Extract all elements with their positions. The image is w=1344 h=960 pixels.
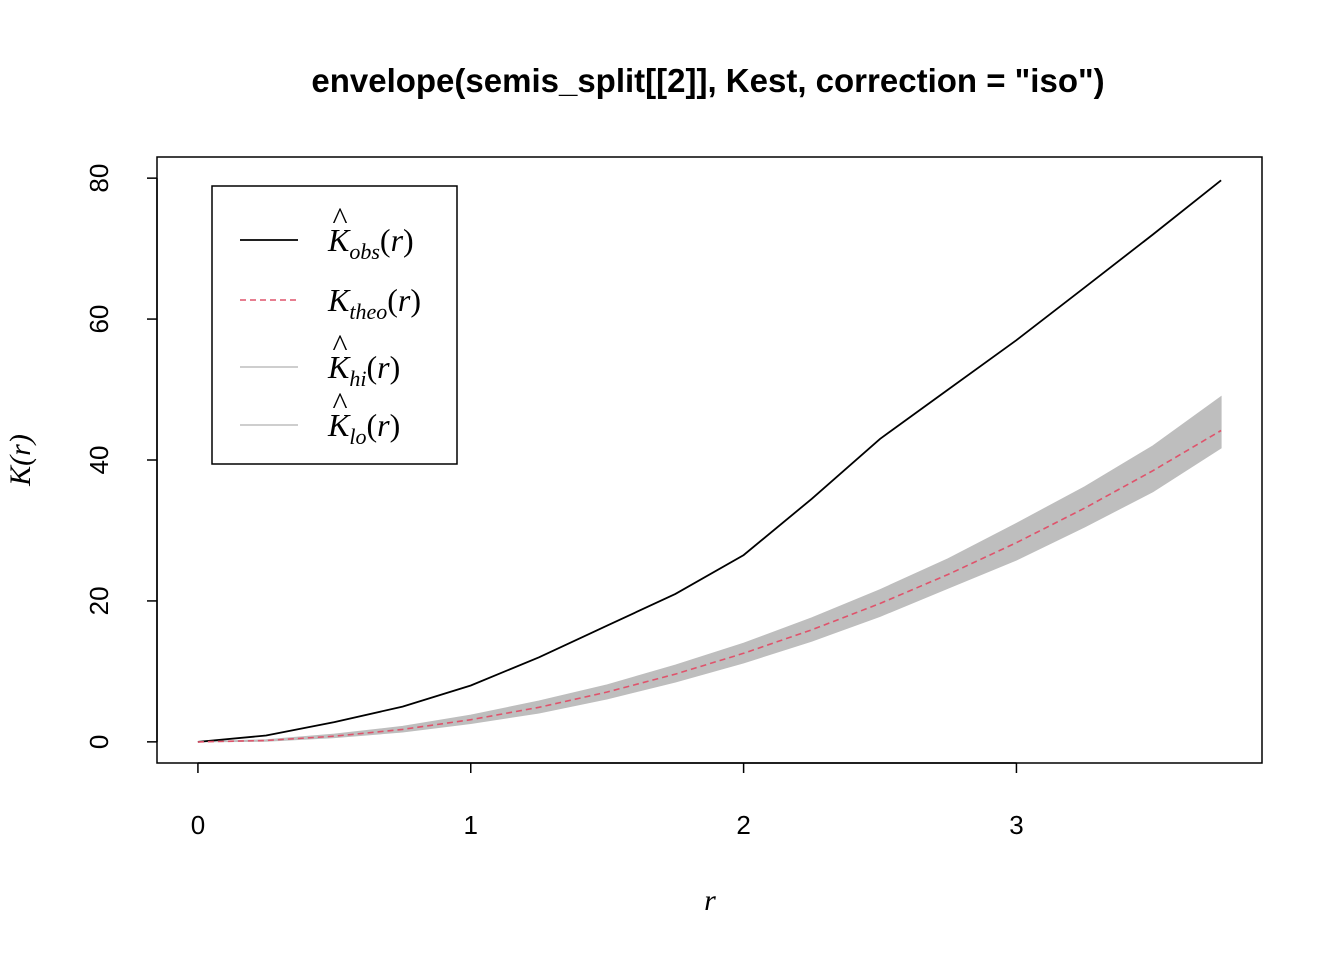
legend-label: Kobs(r) (327, 222, 414, 264)
legend-hat: ^ (332, 200, 347, 236)
envelope-band-layer (197, 395, 1222, 743)
legend-label: Khi(r) (327, 349, 400, 391)
envelope-band (197, 395, 1222, 743)
x-axis-label: r (704, 884, 716, 917)
legend-item-lo: Klo(r)^ (240, 385, 400, 449)
x-tick-label: 0 (191, 810, 205, 840)
series-line-obs (197, 179, 1222, 743)
legend-item-hi: Khi(r)^ (240, 327, 400, 391)
chart-title: envelope(semis_split[[2]], Kest, correct… (311, 62, 1104, 99)
y-axis: 0 20 40 60 80 (84, 164, 158, 749)
legend-hat: ^ (332, 327, 347, 363)
legend-label: Klo(r) (327, 407, 400, 449)
legend-box (211, 185, 458, 465)
x-tick-label: 1 (464, 810, 478, 840)
y-tick-label: 0 (84, 735, 114, 749)
x-tick-label: 3 (1009, 810, 1023, 840)
x-tick-label: 2 (736, 810, 750, 840)
legend-item-obs: Kobs(r)^ (240, 200, 414, 264)
y-tick-label: 80 (84, 164, 114, 193)
series-layer (197, 179, 1222, 743)
x-axis: 0 1 2 3 (191, 762, 1024, 840)
legend: Kobs(r)^Ktheo(r)Khi(r)^Klo(r)^ (211, 185, 458, 465)
legend-hat: ^ (332, 385, 347, 421)
y-tick-label: 60 (84, 305, 114, 334)
series-line-theo (197, 429, 1222, 743)
y-tick-label: 40 (84, 446, 114, 475)
y-tick-label: 20 (84, 586, 114, 615)
y-axis-label: K(r) (4, 434, 37, 487)
legend-label: Ktheo(r) (327, 282, 421, 324)
legend-item-theo: Ktheo(r) (240, 282, 421, 324)
